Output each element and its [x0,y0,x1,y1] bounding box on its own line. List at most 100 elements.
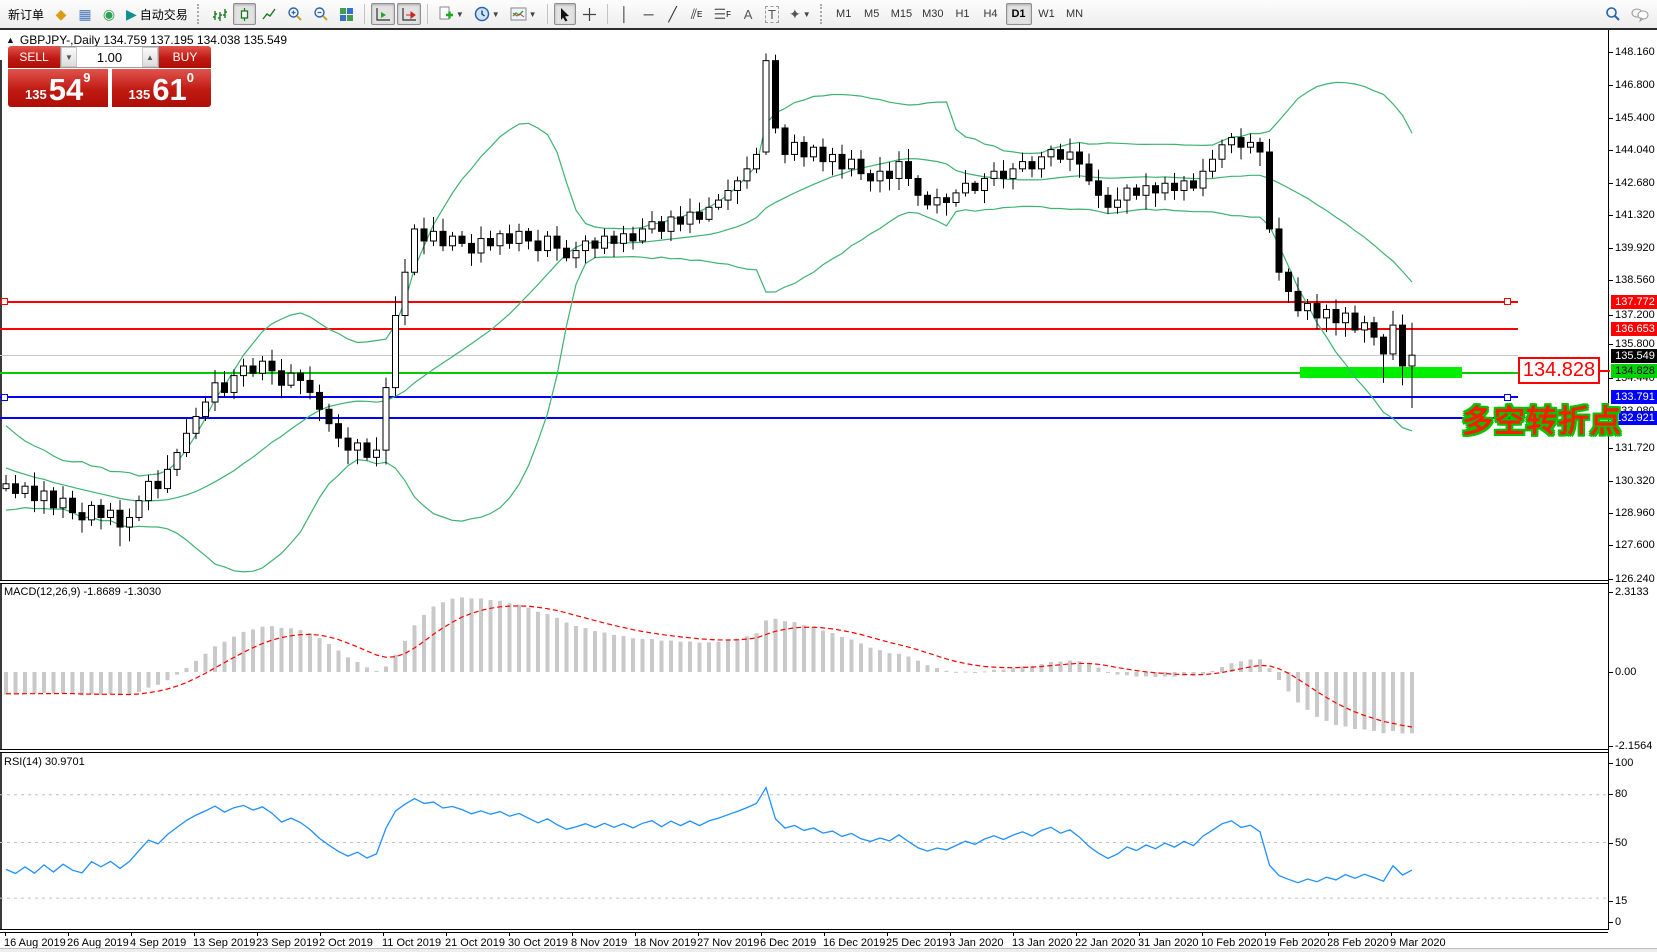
horizontal-line-134.828[interactable] [0,372,1518,374]
green-rectangle-object[interactable] [1300,367,1462,378]
text-tool[interactable]: A [737,3,759,25]
tab-m30[interactable]: M30 [922,8,944,20]
time-tick-mark [320,932,321,936]
cursor-button[interactable] [553,3,576,25]
arrows-tool[interactable]: ✦ ▼ [789,6,811,22]
dropdown-caret-icon: ▼ [802,9,811,19]
toolbar-separator [546,4,548,24]
axis-tick-mark [1609,315,1613,316]
time-tick-mark [635,932,636,936]
axis-tick-label: 128.960 [1615,507,1655,519]
buy-button[interactable]: BUY [159,46,211,68]
tab-h1[interactable]: H1 [955,8,970,20]
pane-separator-rsi[interactable] [0,749,1608,753]
line-handle[interactable] [1504,298,1511,305]
equidistant-channel-tool[interactable]: ⫽ E [690,6,703,22]
auto-scroll-button[interactable] [370,3,395,25]
templates-button[interactable]: ▼ [506,3,541,25]
sonar-icon[interactable]: ◉ [98,3,120,25]
time-tick-mark [194,932,195,936]
time-tick-label: 13 Sep 2019 [193,937,256,949]
horizontal-line-136.653[interactable] [0,328,1518,330]
tab-w1[interactable]: W1 [1038,8,1055,20]
price-axis[interactable]: 148.160 146.800 145.400 144.040 142.680 141.3… [1608,30,1657,930]
time-tick-mark [509,932,510,936]
buy-price-button[interactable]: 135 61 0 [111,69,211,107]
chat-button[interactable] [1627,3,1653,25]
tile-windows-button[interactable] [335,3,358,25]
axis-tick-label: 126.240 [1615,573,1655,585]
line-handle[interactable] [1,298,8,305]
time-tick-label: 23 Sep 2019 [256,937,319,949]
horizontal-line-132.921[interactable] [0,417,1518,419]
time-axis[interactable]: 16 Aug 2019 26 Aug 2019 4 Sep 2019 13 Sep 2… [0,932,1657,952]
dropdown-caret-icon: ▼ [491,9,500,19]
horizontal-line-tool[interactable]: ─ [643,6,654,22]
bar-chart-button[interactable] [208,3,231,25]
axis-tick-mark [1609,672,1613,673]
zoom-in-button[interactable] [283,3,307,25]
channel-letter: E [697,9,703,19]
axis-tick-mark [1609,545,1613,546]
horizontal-line-135.549[interactable] [0,355,1518,356]
metaquotes-icon[interactable]: ◆ [50,3,72,25]
sell-price-button[interactable]: 135 54 9 [8,69,108,107]
periods-button[interactable]: ▼ [470,3,504,25]
volume-input[interactable]: 1.00 [96,49,123,65]
crosshair-button[interactable] [578,3,601,25]
tab-mn[interactable]: MN [1065,8,1084,20]
zoom-out-button[interactable] [309,3,333,25]
axis-tick-mark [1609,901,1613,902]
line-handle[interactable] [1,394,8,401]
tab-m1[interactable]: M1 [836,8,852,20]
pane-separator-macd[interactable] [0,580,1608,584]
tab-m15[interactable]: M15 [890,8,913,20]
time-tick-mark [5,932,6,936]
time-tick-label: 25 Dec 2019 [886,937,949,949]
time-tick-mark [1139,932,1140,936]
line-handle[interactable] [1504,394,1511,401]
axis-tick-label: 146.800 [1615,79,1655,91]
sell-button[interactable]: SELL [8,46,60,68]
candlestick-chart-button[interactable] [232,3,256,25]
chart-header: ▲ GBPJPY-,Daily 134.759 137.195 134.038 … [6,33,287,47]
candlestick-icon [240,7,248,21]
toolbar-separator [426,4,428,24]
price-badge-132.921: 132.921 [1611,411,1657,425]
tab-d1[interactable]: D1 [1005,3,1032,25]
crosshair-icon [582,7,596,21]
axis-tick-label: 148.160 [1615,46,1655,58]
new-chart-button[interactable]: ▼ [434,3,468,25]
new-order-button[interactable]: 新订单 [8,7,45,22]
dropdown-caret-icon: ▼ [455,9,464,19]
time-tick-mark [887,932,888,936]
chinese-annotation[interactable]: 多空转折点 [1462,404,1622,439]
chart-window-icon[interactable]: ▦ [74,3,96,25]
axis-tick-mark [1609,448,1613,449]
volume-increase-button[interactable]: ▲ [142,47,158,67]
search-icon [1606,7,1620,21]
volume-decrease-button[interactable]: ▼ [61,47,77,67]
horizontal-line-137.772[interactable] [0,301,1518,303]
price-callout-label[interactable]: 134.828 [1518,357,1600,384]
axis-tick-mark [1609,344,1613,345]
chart-shift-button[interactable] [396,3,421,25]
price-badge-134.828: 134.828 [1611,364,1657,378]
search-button[interactable] [1601,3,1625,25]
fibonacci-tool[interactable]: ☰ F [713,6,732,22]
autotrading-button[interactable]: ▶ 自动交易 [122,3,192,25]
vertical-line-tool[interactable]: │ [620,6,629,22]
time-tick-mark [950,932,951,936]
autotrading-label: 自动交易 [139,7,188,22]
chart-area[interactable]: MACD(12,26,9) -1.8689 -1.3030 RSI(14) 30… [0,30,1657,952]
chart-canvas [0,53,1608,899]
trendline-tool[interactable]: ╱ [668,6,677,22]
line-chart-button[interactable] [258,3,281,25]
tab-h4[interactable]: H4 [983,8,998,20]
tab-m5[interactable]: M5 [864,8,880,20]
horizontal-line-133.791[interactable] [0,396,1518,398]
label-tool[interactable]: T [761,3,783,25]
collapse-panel-icon[interactable]: ▲ [6,35,15,45]
time-tick-label: 3 Jan 2020 [949,937,1004,949]
